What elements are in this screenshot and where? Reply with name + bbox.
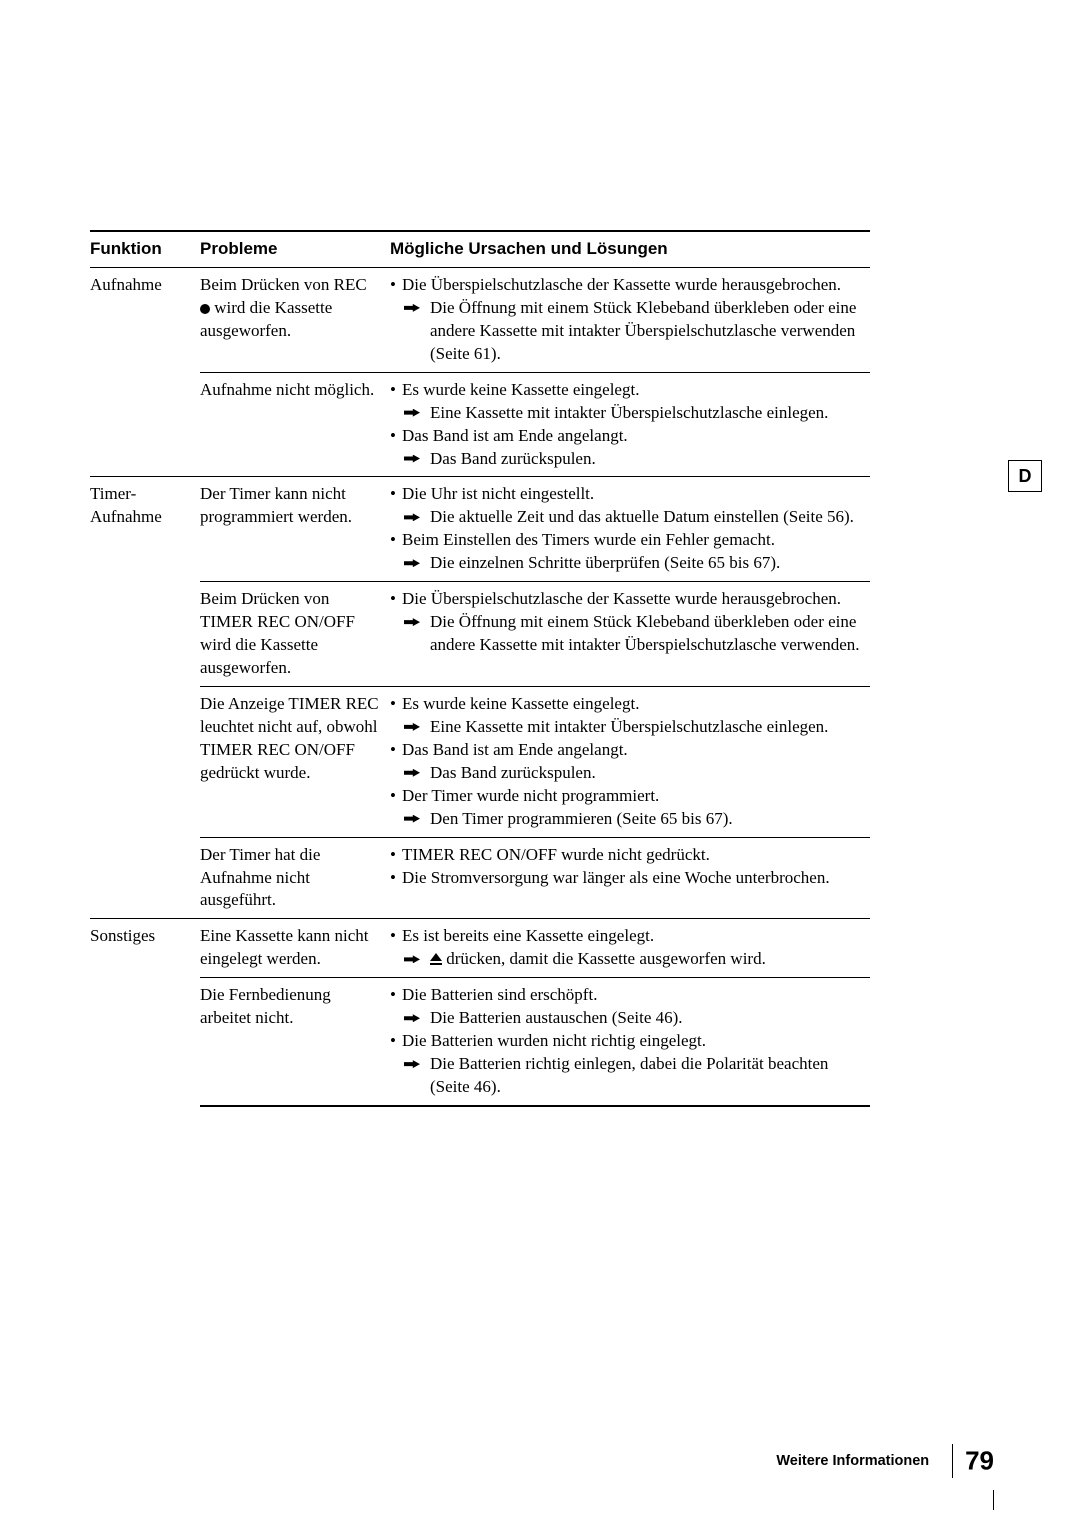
problem-cell: Der Timer hat die Aufnahme nicht ausgefü… [200,837,390,919]
header-funktion: Funktion [90,231,200,267]
solution-cell: Die Überspielschutzlasche der Kassette w… [390,267,870,372]
table-row: Beim Drücken von TIMER REC ON/OFF wird d… [90,582,870,687]
solution-cell: Es wurde keine Kassette eingelegt. Eine … [390,372,870,477]
cause-item: Die Überspielschutzlasche der Kassette w… [390,274,860,366]
footer-crop-mark [993,1490,994,1510]
problem-text: Beim Drücken von REC [200,275,367,294]
problem-cell: Beim Drücken von TIMER REC ON/OFF wird d… [200,582,390,687]
cause-item: Das Band ist am Ende angelangt. Das Band… [390,739,860,785]
footer-separator [952,1444,953,1478]
cause-text: Es ist bereits eine Kassette eingelegt. [402,926,654,945]
record-icon [200,304,210,314]
cause-item: Es ist bereits eine Kassette eingelegt. … [390,925,860,971]
cause-item: Die Batterien wurden nicht richtig einge… [390,1030,860,1099]
cause-text: Das Band ist am Ende angelangt. [402,740,628,759]
header-probleme: Probleme [200,231,390,267]
header-row: Funktion Probleme Mögliche Ursachen und … [90,231,870,267]
language-tab: D [1008,460,1042,492]
action-text: Die Öffnung mit einem Stück Klebeband üb… [402,297,860,366]
cause-item: Die Uhr ist nicht eingestellt. Die aktue… [390,483,860,529]
solution-cell: Die Überspielschutzlasche der Kassette w… [390,582,870,687]
solution-cell: Die Batterien sind erschöpft. Die Batter… [390,978,870,1106]
cause-item: Die Batterien sind erschöpft. Die Batter… [390,984,860,1030]
problem-cell: Der Timer kann nicht programmiert werden… [200,477,390,582]
table-row: Timer-Aufnahme Der Timer kann nicht prog… [90,477,870,582]
table-row: Der Timer hat die Aufnahme nicht ausgefü… [90,837,870,919]
table-row: Die Anzeige TIMER REC leuchtet nicht auf… [90,686,870,837]
cause-text: Die Uhr ist nicht eingestellt. [402,484,594,503]
cause-text: Es wurde keine Kassette eingelegt. [402,694,639,713]
problem-text: wird die Kassette ausgeworfen. [200,298,332,340]
cause-text: Das Band ist am Ende angelangt. [402,426,628,445]
action-text: Das Band zurückspulen. [402,448,860,471]
cause-item: Die Überspielschutzlasche der Kassette w… [390,588,860,657]
cause-text: Die Überspielschutzlasche der Kassette w… [402,275,841,294]
cause-item: TIMER REC ON/OFF wurde nicht gedrückt. [390,844,860,867]
problem-cell: Eine Kassette kann nicht eingelegt werde… [200,919,390,978]
cause-item: Es wurde keine Kassette eingelegt. Eine … [390,693,860,739]
cause-item: Der Timer wurde nicht programmiert. Den … [390,785,860,831]
action-text: Eine Kassette mit intakter Überspielschu… [402,716,860,739]
solution-cell: Es wurde keine Kassette eingelegt. Eine … [390,686,870,837]
table-row: Sonstiges Eine Kassette kann nicht einge… [90,919,870,978]
problem-cell: Beim Drücken von REC wird die Kassette a… [200,267,390,372]
cause-item: Die Stromversorgung war länger als eine … [390,867,860,890]
action-text: drücken, damit die Kassette ausgeworfen … [442,949,766,968]
troubleshooting-table: Funktion Probleme Mögliche Ursachen und … [90,230,870,1107]
action-text: Die Batterien richtig einlegen, dabei di… [402,1053,860,1099]
table-row: Die Fernbedienung arbeitet nicht. Die Ba… [90,978,870,1106]
solution-cell: Die Uhr ist nicht eingestellt. Die aktue… [390,477,870,582]
header-loesungen: Mögliche Ursachen und Lösungen [390,231,870,267]
eject-icon [430,953,442,965]
solution-cell: TIMER REC ON/OFF wurde nicht gedrückt. D… [390,837,870,919]
funktion-cell: Timer-Aufnahme [90,477,200,919]
cause-text: Die Batterien sind erschöpft. [402,985,597,1004]
cause-text: Die Batterien wurden nicht richtig einge… [402,1031,706,1050]
problem-cell: Die Anzeige TIMER REC leuchtet nicht auf… [200,686,390,837]
cause-text: Beim Einstellen des Timers wurde ein Feh… [402,530,775,549]
funktion-cell: Aufnahme [90,267,200,477]
action-item: drücken, damit die Kassette ausgeworfen … [402,948,860,971]
problem-cell: Aufnahme nicht möglich. [200,372,390,477]
table-row: Aufnahme Beim Drücken von REC wird die K… [90,267,870,372]
cause-text: Es wurde keine Kassette eingelegt. [402,380,639,399]
action-text: Eine Kassette mit intakter Überspielschu… [402,402,860,425]
cause-item: Beim Einstellen des Timers wurde ein Feh… [390,529,860,575]
action-text: Die aktuelle Zeit und das aktuelle Datum… [402,506,860,529]
cause-text: TIMER REC ON/OFF wurde nicht gedrückt. [402,845,710,864]
solution-cell: Es ist bereits eine Kassette eingelegt. … [390,919,870,978]
cause-item: Es wurde keine Kassette eingelegt. Eine … [390,379,860,425]
cause-text: Der Timer wurde nicht programmiert. [402,786,659,805]
action-text: Das Band zurückspulen. [402,762,860,785]
action-text: Die einzelnen Schritte überprüfen (Seite… [402,552,860,575]
problem-cell: Die Fernbedienung arbeitet nicht. [200,978,390,1106]
action-text: Die Batterien austauschen (Seite 46). [402,1007,860,1030]
action-text: Die Öffnung mit einem Stück Klebeband üb… [402,611,860,657]
funktion-cell: Sonstiges [90,919,200,1106]
footer-section-label: Weitere Informationen [776,1453,939,1469]
action-text: Den Timer programmieren (Seite 65 bis 67… [402,808,860,831]
cause-text: Die Stromversorgung war länger als eine … [402,868,830,887]
page-number: 79 [965,1446,994,1476]
page-footer: Weitere Informationen 79 [776,1444,994,1478]
cause-item: Das Band ist am Ende angelangt. Das Band… [390,425,860,471]
cause-text: Die Überspielschutzlasche der Kassette w… [402,589,841,608]
table-row: Aufnahme nicht möglich. Es wurde keine K… [90,372,870,477]
